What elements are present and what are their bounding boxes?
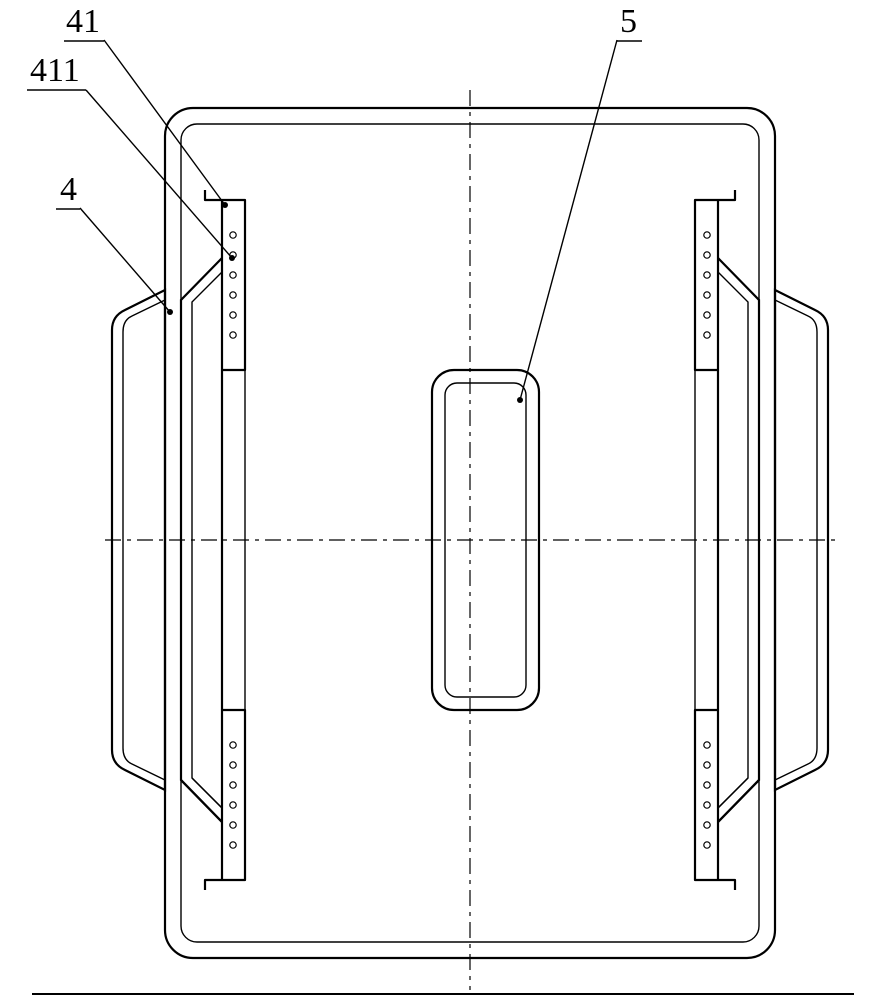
bracket-top-right-hole: [704, 252, 710, 258]
callout-label-41: 41: [66, 3, 100, 41]
bracket-top-right-hole: [704, 332, 710, 338]
bracket-top-right-hook: [695, 190, 735, 370]
bracket-bottom-right-hole: [704, 842, 710, 848]
diag-bl-in: [192, 778, 222, 808]
bracket-top-right-hole: [704, 232, 710, 238]
bracket-top-right-hole: [704, 292, 710, 298]
bracket-bottom-right-hook: [695, 710, 735, 890]
bracket-top-left-hole: [230, 292, 236, 298]
bracket-top-left-hole: [230, 312, 236, 318]
bracket-bottom-right-hole: [704, 742, 710, 748]
bracket-bottom-left-hook: [205, 710, 245, 890]
bracket-bottom-right-hole: [704, 782, 710, 788]
bracket-bottom-left-hole: [230, 742, 236, 748]
bracket-bottom-left-hole: [230, 802, 236, 808]
bracket-top-left-hook: [205, 190, 245, 370]
leader-line: [520, 40, 617, 400]
bracket-top-left-hole: [230, 332, 236, 338]
bracket-bottom-left-hole: [230, 762, 236, 768]
callout-label-411: 411: [30, 52, 80, 90]
callout-label-5: 5: [620, 3, 637, 41]
bracket-bottom-right-hole: [704, 802, 710, 808]
leader-dot: [229, 255, 235, 261]
leader-dot: [167, 309, 173, 315]
callout-label-4: 4: [60, 171, 77, 209]
bracket-bottom-left-hole: [230, 842, 236, 848]
leader-dot: [517, 397, 523, 403]
leader-line: [80, 208, 170, 312]
bracket-top-right-hole: [704, 312, 710, 318]
bracket-top-left-hole: [230, 272, 236, 278]
bracket-bottom-left-hole: [230, 782, 236, 788]
bracket-bottom-right-hole: [704, 762, 710, 768]
bracket-bottom-right-hole: [704, 822, 710, 828]
leader-dot: [222, 202, 228, 208]
bracket-bottom-left-hole: [230, 822, 236, 828]
diag-br-in: [718, 778, 748, 808]
bracket-top-right-hole: [704, 272, 710, 278]
technical-drawing: [0, 0, 886, 1000]
bracket-top-left-hole: [230, 232, 236, 238]
